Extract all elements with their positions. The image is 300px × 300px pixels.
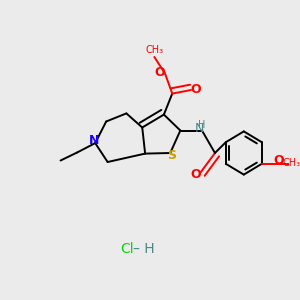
Text: N: N: [88, 134, 99, 147]
Text: O: O: [190, 83, 201, 96]
Text: CH₃: CH₃: [146, 45, 164, 56]
Text: O: O: [154, 66, 165, 80]
Text: – H: – H: [134, 242, 155, 256]
Text: Cl: Cl: [120, 242, 134, 256]
Text: O: O: [273, 154, 284, 167]
Text: H: H: [198, 119, 205, 130]
Text: N: N: [194, 122, 204, 135]
Text: S: S: [167, 149, 176, 162]
Text: O: O: [190, 168, 201, 182]
Text: CH₃: CH₃: [283, 158, 300, 168]
